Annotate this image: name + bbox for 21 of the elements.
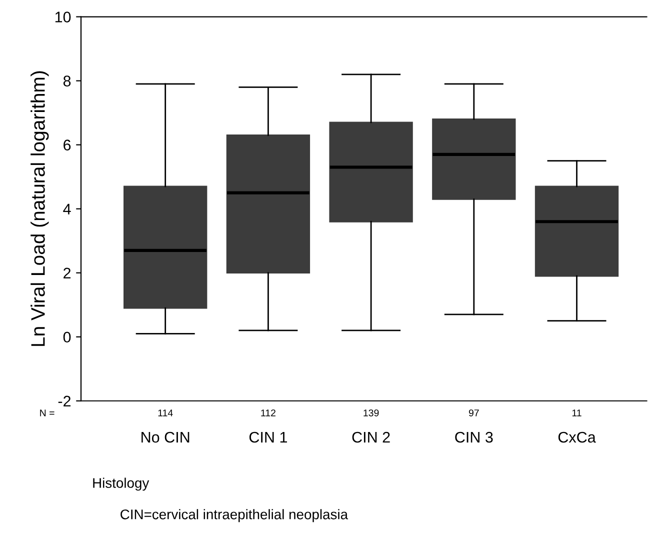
y-tick-label: -2: [58, 396, 71, 406]
text: 97: [468, 409, 479, 416]
y-tick-label: 4: [63, 204, 71, 214]
x-tick-label: CIN 1: [249, 432, 287, 443]
text: 114: [158, 410, 173, 416]
y-tick-label: 0: [63, 332, 71, 343]
x-tick-label: CIN 2: [352, 432, 390, 443]
y-tick-label: 8: [63, 76, 71, 86]
x-axis-title: Histology: [93, 478, 150, 491]
x-tick-label: CIN 3: [455, 432, 493, 443]
text: 112: [261, 409, 276, 416]
text: CIN=cervical intraepithelial neoplasia: [120, 509, 348, 522]
y-tick-label: 6: [64, 140, 71, 150]
x-tick-label: No CIN: [142, 432, 190, 443]
y-tick-label: 2: [64, 268, 71, 278]
text: 11: [572, 410, 582, 416]
text: 139: [364, 409, 379, 416]
x-tick-label: CxCa: [558, 432, 596, 443]
text: N =: [40, 410, 54, 416]
y-axis-title: Ln Viral Load (natural logarithm): [30, 71, 49, 346]
y-tick-label: 10: [55, 12, 71, 22]
